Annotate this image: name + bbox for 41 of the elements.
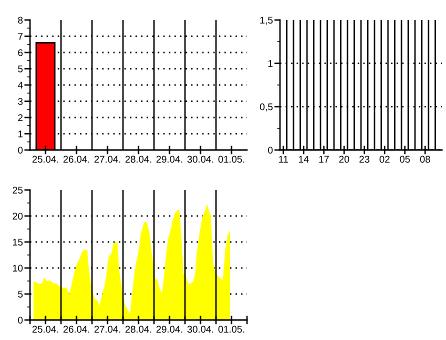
y-tick-label: 0 [18, 146, 23, 154]
x-tick-label: 20 [339, 156, 350, 163]
y-tick-label: 5 [18, 290, 23, 298]
y-tick-label: 0 [268, 146, 273, 154]
y-tick-label: 20 [12, 212, 23, 220]
x-tick-label: 17 [319, 156, 329, 163]
y-tick-label: 15 [12, 238, 23, 246]
x-tick-label: 28.04. [125, 326, 152, 333]
y-tick-label: 1,5 [260, 16, 273, 25]
y-tick-label: 3 [18, 98, 23, 105]
x-tick-label: 14 [298, 156, 309, 163]
y-tick-label: 1 [268, 60, 273, 67]
x-tick-label: 27.04. [94, 156, 120, 163]
x-tick-label: 27.04. [94, 326, 120, 333]
x-tick-label: 23 [359, 156, 370, 163]
x-tick-label: 28.04. [125, 156, 152, 163]
x-tick-label: 25.04. [32, 156, 58, 163]
y-tick-label: 5 [18, 66, 23, 72]
y-tick-label: 4 [18, 82, 23, 89]
x-tick-label: 30.04. [187, 326, 214, 333]
y-tick-label: 7 [18, 33, 23, 40]
x-tick-label: 08 [420, 156, 430, 163]
x-tick-label: 25.04. [32, 326, 58, 333]
x-tick-label: 05 [400, 156, 410, 163]
y-tick-label: 6 [18, 49, 23, 56]
x-tick-label: 01.05. [218, 156, 244, 163]
y-tick-label: 25 [12, 186, 23, 194]
x-tick-label: 02 [380, 156, 390, 163]
y-tick-label: 0 [18, 316, 23, 324]
x-tick-label: 01.05. [218, 326, 244, 333]
x-tick-label: 26.04. [63, 156, 90, 163]
y-tick-label: 2 [18, 114, 23, 122]
x-tick-label: 26.04. [63, 326, 90, 333]
x-tick-label: 29.04. [156, 156, 182, 163]
y-tick-label: 8 [18, 16, 23, 24]
x-tick-label: 11 [279, 156, 288, 163]
y-tick-label: 0,5 [260, 103, 273, 112]
x-tick-label: 29.04. [156, 326, 182, 333]
x-tick-label: 30.04. [187, 156, 214, 163]
y-tick-label: 1 [18, 130, 23, 138]
y-tick-label: 10 [12, 264, 23, 272]
